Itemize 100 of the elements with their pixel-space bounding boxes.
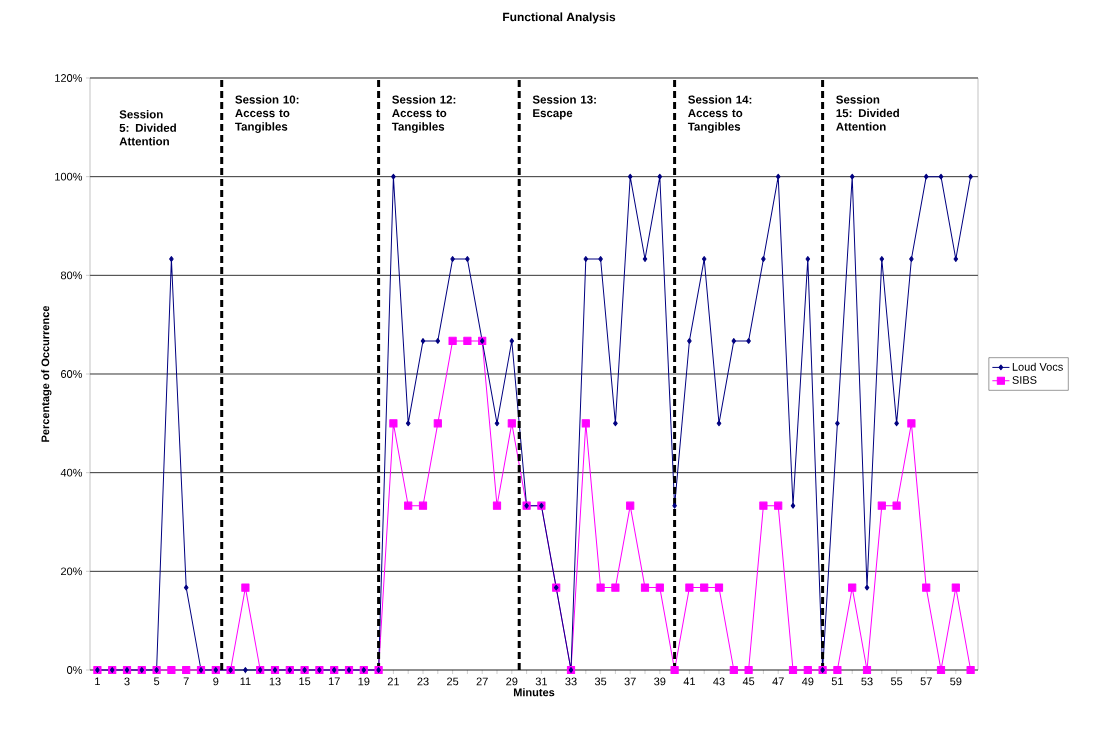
point: [507, 419, 516, 428]
point: [420, 338, 426, 344]
point: [655, 583, 664, 592]
point: [687, 338, 692, 344]
x-tick-label: 35: [594, 677, 607, 686]
ref-line-label: Session 10: Access to Tangibles: [235, 95, 299, 133]
point: [672, 502, 677, 509]
point: [968, 173, 973, 180]
x-tick-label: 37: [624, 677, 636, 686]
y-tick-label: 20%: [61, 567, 83, 576]
x-tick-label: 17: [328, 677, 340, 686]
legend-label: SIBS: [1012, 376, 1037, 384]
point: [761, 256, 766, 262]
x-tick-label: 25: [447, 677, 459, 686]
point: [626, 501, 635, 510]
point: [243, 667, 248, 673]
ref-line-label: Session 12: Access to Tangibles: [391, 95, 456, 133]
point: [509, 338, 515, 344]
point: [463, 336, 472, 346]
point: [775, 173, 781, 180]
point: [877, 501, 886, 510]
x-tick-label: 45: [742, 677, 755, 686]
point: [759, 501, 768, 510]
x-tick-label: 15: [299, 677, 311, 686]
x-tick-label: 11: [240, 677, 251, 686]
point: [642, 256, 648, 262]
x-tick-label: 33: [565, 677, 577, 686]
x-tick-label: 51: [831, 677, 843, 686]
point: [389, 419, 398, 428]
point: [746, 338, 751, 344]
point: [611, 583, 620, 592]
x-tick-label: 7: [183, 677, 189, 686]
y-axis-title: Percentage of Occurrence: [41, 305, 52, 442]
x-tick-label: 47: [772, 677, 784, 686]
ref-line-label: Session 14: Access to Tangibles: [687, 95, 752, 133]
point: [613, 420, 618, 427]
x-tick-label: 21: [387, 677, 399, 686]
x-tick-label: 19: [358, 677, 370, 686]
x-tick-label: 23: [417, 677, 429, 686]
point: [909, 256, 914, 262]
x-tick-label: 13: [269, 677, 281, 686]
annotation: Session 5: Divided Attention: [119, 110, 176, 146]
point: [701, 256, 707, 262]
point: [966, 665, 975, 675]
point: [404, 501, 413, 510]
point: [241, 583, 250, 592]
point: [849, 173, 855, 180]
chart-title: Functional Analysis: [503, 12, 616, 24]
x-tick-label: 53: [861, 677, 873, 686]
point: [714, 583, 724, 592]
x-tick-label: 5: [153, 677, 160, 686]
point: [494, 420, 500, 427]
point: [596, 583, 605, 592]
y-tick-label: 100%: [55, 172, 83, 181]
ref-line-label: Session 15: Divided Attention: [836, 95, 899, 131]
point: [936, 665, 946, 675]
point: [805, 256, 811, 262]
point: [835, 420, 840, 427]
point: [864, 584, 870, 591]
y-tick-label: 40%: [60, 468, 83, 477]
y-tick-label: 60%: [61, 370, 83, 378]
point: [716, 420, 722, 427]
point: [744, 665, 753, 675]
x-tick-label: 27: [476, 677, 488, 686]
y-tick-label: 80%: [60, 271, 83, 280]
x-tick-label: 59: [950, 677, 962, 686]
point: [700, 583, 709, 592]
point: [391, 173, 396, 180]
point: [788, 665, 798, 675]
point: [450, 256, 455, 262]
x-tick-label: 9: [213, 677, 219, 686]
point: [583, 256, 589, 262]
x-tick-label: 55: [890, 677, 903, 686]
point: [907, 419, 916, 428]
x-tick-label: 41: [683, 677, 695, 686]
x-tick-label: 31: [535, 677, 547, 686]
x-tick-label: 1: [95, 677, 100, 686]
point: [729, 665, 738, 675]
point: [894, 420, 899, 427]
point: [465, 256, 470, 262]
point: [685, 583, 694, 592]
point: [405, 420, 411, 427]
point: [892, 501, 901, 510]
point: [627, 173, 633, 180]
point: [848, 583, 857, 592]
x-tick-label: 43: [713, 677, 725, 686]
point: [169, 256, 174, 262]
point: [923, 173, 929, 180]
point: [448, 336, 457, 346]
point: [183, 584, 189, 591]
point: [833, 665, 842, 675]
ref-line-label: Session 13: Escape: [532, 95, 596, 120]
point: [657, 173, 663, 180]
point: [790, 502, 796, 509]
legend-label: Loud Vocs: [1012, 362, 1063, 371]
point: [492, 501, 502, 510]
x-tick-label: 39: [654, 677, 666, 686]
point: [182, 665, 191, 675]
point: [418, 501, 428, 510]
x-tick-label: 57: [920, 677, 932, 686]
